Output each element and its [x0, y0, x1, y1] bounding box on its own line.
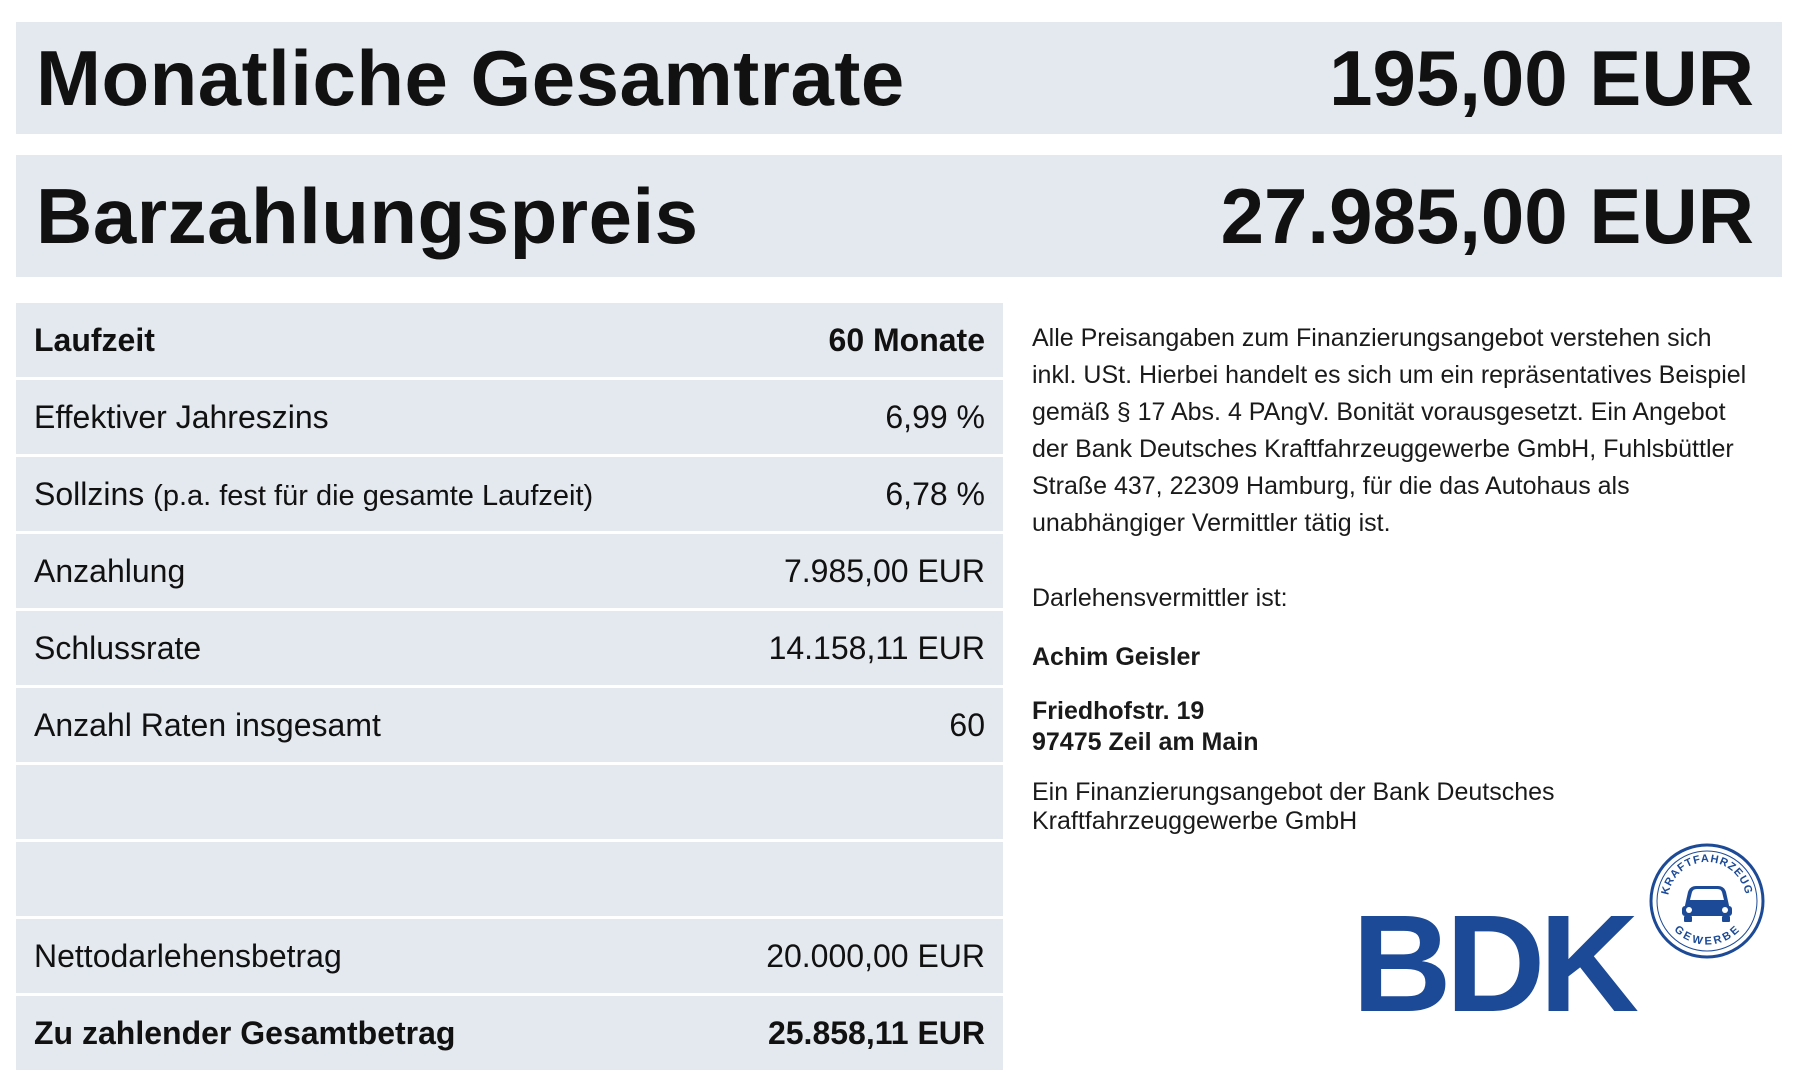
row-label-main: Sollzins [34, 475, 145, 512]
table-row-empty [16, 842, 1003, 916]
broker-city: 97475 Zeil am Main [1032, 728, 1259, 756]
financing-table: Laufzeit 60 Monate Effektiver Jahreszins… [16, 303, 1003, 1073]
monthly-rate-label: Monatliche Gesamtrate [36, 33, 905, 122]
row-value: 60 [949, 706, 985, 743]
row-value: 60 Monate [828, 321, 985, 358]
table-row-down-payment: Anzahlung 7.985,00 EUR [16, 534, 1003, 608]
row-value: 25.858,11 EUR [767, 1014, 985, 1051]
table-row-empty [16, 765, 1003, 839]
row-label: Effektiver Jahreszins [34, 398, 329, 435]
disclaimer-text: Alle Preisangaben zum Finanzierungsangeb… [1032, 324, 1747, 537]
row-label: Nettodarlehensbetrag [34, 937, 342, 974]
footer-text: Ein Finanzierungsangebot der Bank Deutsc… [1032, 778, 1555, 835]
info-panel: Alle Preisangaben zum Finanzierungsangeb… [1032, 320, 1762, 836]
table-row-total-amount: Zu zahlender Gesamtbetrag 25.858,11 EUR [16, 996, 1003, 1070]
cash-price-value: 27.985,00 EUR [1220, 171, 1754, 260]
kraftfahrzeug-seal-icon: KRAFTFAHRZEUG GEWERBE [1649, 843, 1765, 959]
monthly-rate-banner: Monatliche Gesamtrate 195,00 EUR [16, 22, 1782, 134]
table-row-effective-rate: Effektiver Jahreszins 6,99 % [16, 380, 1003, 454]
row-value: 14.158,11 EUR [768, 629, 985, 666]
cash-price-banner: Barzahlungspreis 27.985,00 EUR [16, 155, 1782, 277]
row-label: Anzahlung [34, 552, 186, 589]
broker-name: Achim Geisler [1032, 643, 1201, 671]
row-label: Zu zahlender Gesamtbetrag [34, 1014, 456, 1051]
row-label-note: (p.a. fest für die gesamte Laufzeit) [153, 479, 594, 512]
cash-price-label: Barzahlungspreis [36, 171, 699, 260]
table-row-term: Laufzeit 60 Monate [16, 303, 1003, 377]
row-value: 6,99 % [885, 398, 985, 435]
bdk-logo: BDK [1352, 887, 1639, 1041]
row-value: 20.000,00 EUR [766, 937, 985, 974]
row-value: 7.985,00 EUR [783, 552, 985, 589]
row-label: Anzahl Raten insgesamt [34, 706, 381, 743]
broker-address: Friedhofstr. 19 97475 Zeil am Main [1032, 696, 1762, 758]
row-label: Schlussrate [34, 629, 202, 666]
monthly-rate-value: 195,00 EUR [1329, 33, 1754, 122]
table-row-net-loan: Nettodarlehensbetrag 20.000,00 EUR [16, 919, 1003, 993]
broker-street: Friedhofstr. 19 [1032, 697, 1205, 725]
table-row-installments: Anzahl Raten insgesamt 60 [16, 688, 1003, 762]
broker-label: Darlehensvermittler ist: [1032, 584, 1288, 612]
table-row-debit-rate: Sollzins (p.a. fest für die gesamte Lauf… [16, 457, 1003, 531]
row-label: Laufzeit [34, 321, 155, 358]
table-row-final-rate: Schlussrate 14.158,11 EUR [16, 611, 1003, 685]
row-label: Sollzins (p.a. fest für die gesamte Lauf… [34, 476, 593, 513]
row-value: 6,78 % [885, 475, 985, 512]
